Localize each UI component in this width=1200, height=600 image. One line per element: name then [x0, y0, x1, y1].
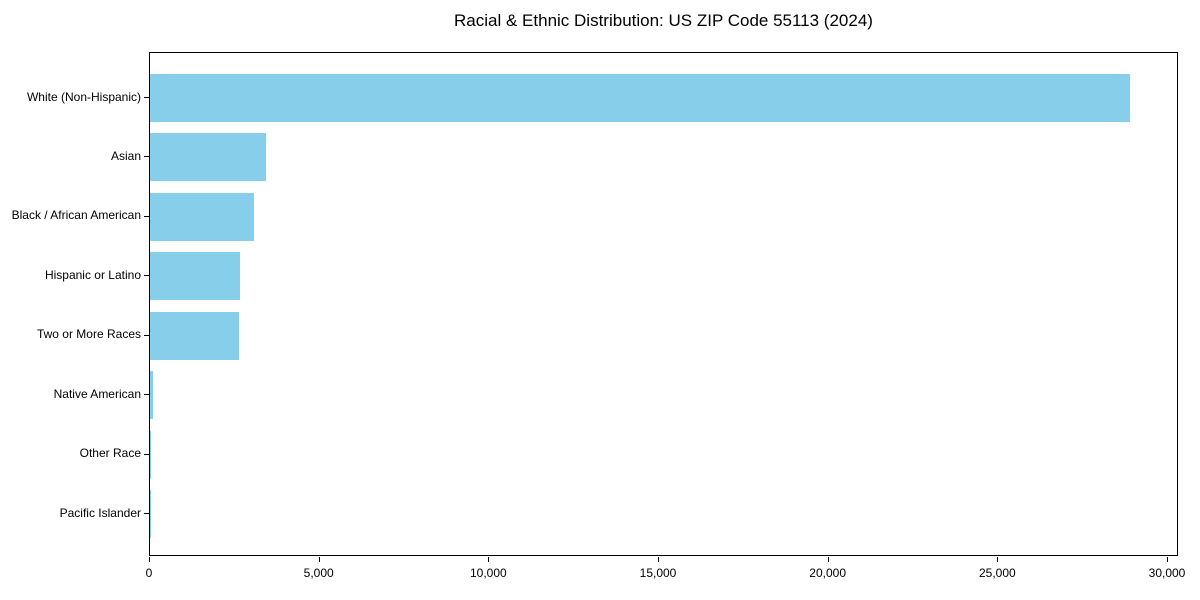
y-tick-label: Pacific Islander — [59, 505, 141, 520]
y-tick-label: Hispanic or Latino — [44, 267, 141, 282]
plot-area — [149, 52, 1178, 556]
y-tick-mark — [144, 156, 149, 158]
x-tick-label: 15,000 — [639, 566, 677, 580]
x-tick-mark — [658, 557, 659, 562]
y-tick-mark — [144, 453, 149, 455]
y-tick-mark — [144, 334, 149, 336]
x-tick-mark — [997, 557, 999, 562]
x-tick-label: 0 — [145, 566, 153, 580]
bar-other-race — [150, 430, 152, 479]
bar-native-american — [150, 371, 153, 420]
x-tick-mark — [488, 557, 490, 562]
x-tick-mark — [149, 557, 150, 562]
y-tick-mark — [144, 215, 149, 217]
bar-white-non-hispanic — [150, 74, 1130, 122]
y-tick-mark — [144, 394, 149, 396]
x-tick-mark — [318, 557, 320, 562]
bar-asian — [150, 133, 267, 182]
x-tick-label: 10,000 — [469, 566, 507, 580]
x-tick-mark — [827, 557, 829, 562]
chart-title: Racial & Ethnic Distribution: US ZIP Cod… — [454, 11, 873, 30]
y-tick-label: Black / African American — [11, 208, 141, 223]
y-tick-mark — [144, 275, 149, 277]
y-tick-mark — [144, 513, 149, 514]
y-tick-mark — [144, 97, 149, 98]
x-tick-label: 25,000 — [978, 566, 1016, 580]
y-tick-label: Native American — [53, 386, 141, 401]
y-tick-label: Two or More Races — [36, 327, 141, 342]
y-tick-label: Asian — [110, 148, 141, 163]
x-tick-mark — [1167, 557, 1168, 562]
y-tick-label: Other Race — [79, 446, 141, 461]
y-tick-label: White (Non-Hispanic) — [26, 89, 141, 104]
x-tick-label: 20,000 — [809, 566, 846, 580]
x-tick-label: 30,000 — [1148, 566, 1186, 580]
x-tick-label: 5,000 — [303, 566, 334, 580]
bar-hispanic-or-latino — [150, 252, 240, 301]
bar-two-or-more-races — [150, 311, 239, 360]
bar-black-african-american — [150, 192, 254, 241]
